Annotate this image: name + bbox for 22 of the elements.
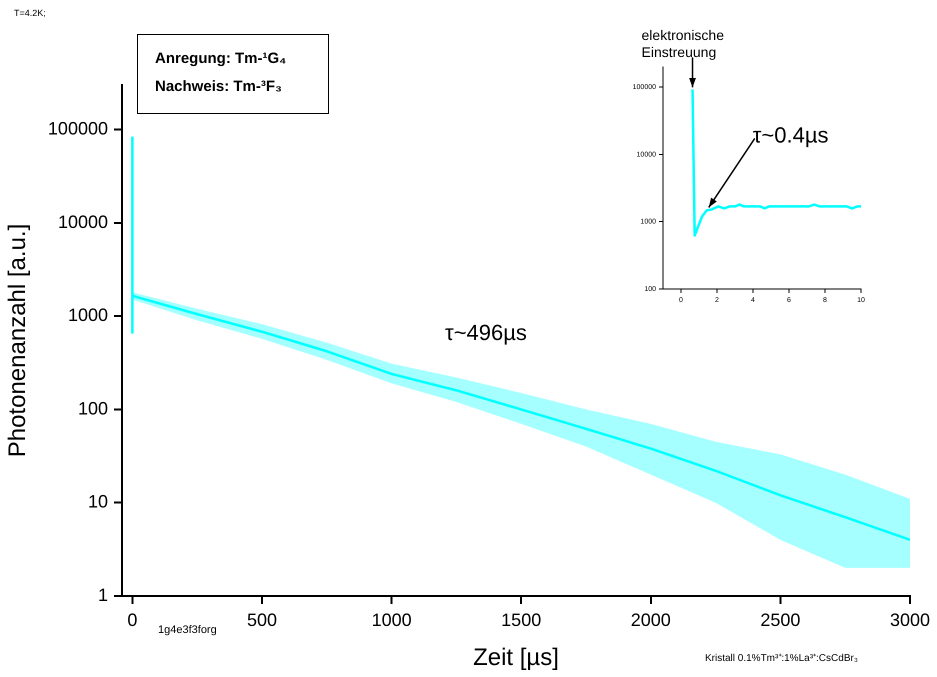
y-axis-title: Photonenanzahl [a.u.] [4,224,32,458]
y-tick-label: 10 [88,492,108,512]
y-tick-label: 100000 [48,118,108,138]
x-tick-label: 1000 [372,610,412,630]
x-tick-label: 3000 [890,610,930,630]
x-tick-label: 0 [127,610,138,630]
annotation: elektronische Einstreuung [642,27,724,60]
text: 1g4e3f3forg [158,624,217,636]
x-tick-label: 2000 [630,610,671,630]
x-axis-title: Zeit [µs] [473,644,559,672]
y-tick-label: 10000 [58,212,108,232]
text: T=4.2K; [14,8,46,18]
text: Kristall 0.1%Tm³⁺:1%La³⁺:CsCdBr₃ [705,652,858,664]
x-tick-label: 500 [246,610,277,630]
annotation: τ~0.4µs [752,122,829,148]
annotation: τ~496µs [445,320,527,346]
x-tick-label: 2500 [760,610,800,630]
y-tick-label: 1 [98,584,108,605]
x-tick-label: 1500 [501,610,542,630]
annotation: Nachweis: Tm-³F₃ [155,78,282,95]
y-tick-label: 100 [78,398,108,418]
text: Anregung: Tm-¹G₄ [155,50,286,67]
